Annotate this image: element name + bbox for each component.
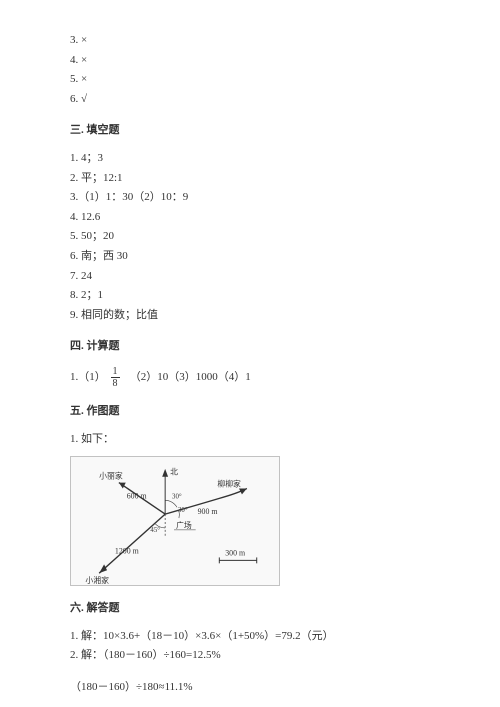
label-guangchang: 广场 <box>176 520 192 530</box>
arrow-xiaoli <box>119 483 126 489</box>
pre-item: 5. × <box>70 71 430 89</box>
sec4-post: （2）10（3）1000（4）1 <box>124 371 251 383</box>
label-a30b: 30° <box>178 507 188 514</box>
north-label: 北 <box>170 468 178 477</box>
sec6-item: （180－160）÷180≈11.1% <box>70 679 430 697</box>
sec6-item: 1. 解：10×3.6+（18－10）×3.6×（1+50%）=79.2（元） <box>70 628 430 646</box>
fraction-num: 1 <box>111 366 120 378</box>
sec5-intro: 1. 如下： <box>70 431 430 449</box>
sec4-pre: 1.（1） <box>70 371 106 383</box>
label-xiaoxiang: 小湘家 <box>85 575 109 585</box>
label-xiaoli: 小丽家 <box>99 471 123 481</box>
label-a45: 45° <box>150 527 160 534</box>
scale-label: 300 m <box>225 549 245 558</box>
pre-item: 4. × <box>70 52 430 70</box>
label-liuliu: 柳柳家 <box>217 479 241 489</box>
section-5-title: 五. 作图题 <box>70 403 430 421</box>
label-d600: 600 m <box>127 491 147 500</box>
fraction: 1 8 <box>111 366 120 389</box>
diagram-svg: 北 柳柳家 900 m 小丽家 600 m 小湘家 1200 m 30° 30°… <box>71 457 279 585</box>
pre-item: 6. √ <box>70 91 430 109</box>
label-d900: 900 m <box>198 507 218 516</box>
fraction-den: 8 <box>111 378 120 389</box>
sec3-item: 3.（1）1：30（2）10：9 <box>70 189 430 207</box>
label-d1200: 1200 m <box>115 547 139 556</box>
sec3-item: 9. 相同的数；比值 <box>70 307 430 325</box>
sec3-item: 6. 南；西 30 <box>70 248 430 266</box>
line-xiaoxiang <box>99 514 165 573</box>
sec3-item: 4. 12.6 <box>70 209 430 227</box>
section-3-title: 三. 填空题 <box>70 122 430 140</box>
sec3-item: 1. 4；3 <box>70 150 430 168</box>
arrow-xiaoxiang <box>99 564 107 573</box>
sec3-item: 5. 50；20 <box>70 228 430 246</box>
north-arrowhead <box>162 469 168 477</box>
section-4-title: 四. 计算题 <box>70 338 430 356</box>
label-a30: 30° <box>172 493 182 500</box>
direction-diagram: 北 柳柳家 900 m 小丽家 600 m 小湘家 1200 m 30° 30°… <box>70 456 280 586</box>
arc-30a <box>165 500 177 507</box>
sec3-item: 2. 平；12:1 <box>70 170 430 188</box>
section-6-title: 六. 解答题 <box>70 600 430 618</box>
sec4-line: 1.（1） 1 8 （2）10（3）1000（4）1 <box>70 366 430 389</box>
sec6-item <box>70 667 430 677</box>
sec6-item: 2. 解：（180－160）÷160=12.5% <box>70 647 430 665</box>
sec3-item: 7. 24 <box>70 268 430 286</box>
pre-item: 3. × <box>70 32 430 50</box>
sec3-item: 8. 2；1 <box>70 287 430 305</box>
